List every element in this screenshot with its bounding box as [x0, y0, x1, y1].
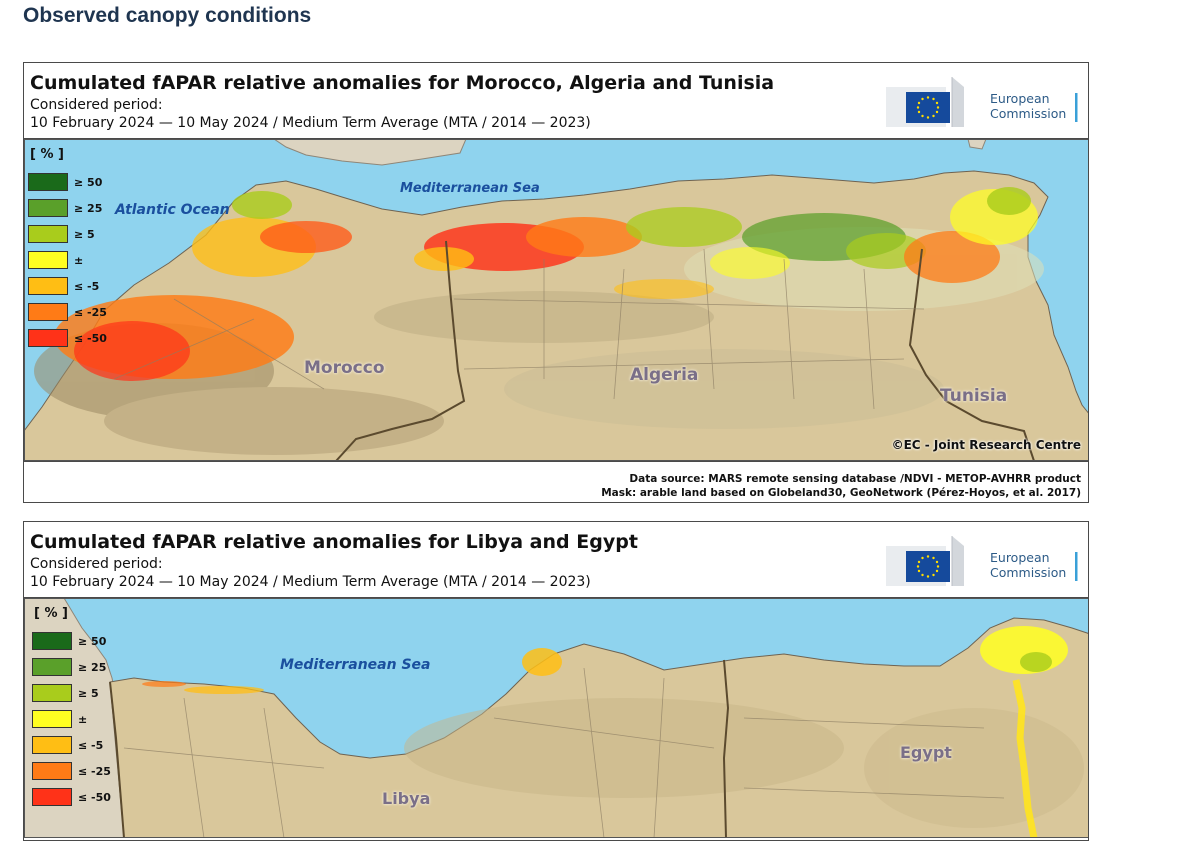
legend-label: ≤ -50: [78, 790, 111, 804]
legend-item: ≤ -50: [28, 325, 107, 351]
european-commission-logo: European Commission: [886, 536, 1078, 586]
logo-line-1: European: [990, 91, 1050, 106]
province-borders: [123, 667, 1005, 838]
tunisia-label: Tunisia: [940, 386, 1008, 406]
map-libya-egypt[interactable]: [ % ] ≥ 50 ≥ 25 ≥ 5 ± ≤ -5 ≤ -25 ≤ -50 M…: [24, 598, 1088, 838]
legend-swatch: [32, 684, 72, 702]
country-borders: [109, 659, 730, 838]
legend-item: ≥ 5: [28, 221, 107, 247]
legend-unit: [ % ]: [34, 606, 68, 621]
legend-label: ±: [78, 712, 88, 726]
legend-item: ≤ -25: [28, 299, 107, 325]
data-source-note: Data source: MARS remote sensing databas…: [629, 473, 1081, 485]
legend-item: ≥ 50: [32, 628, 111, 654]
legend-item: ≥ 5: [32, 680, 111, 706]
legend-swatch: [28, 173, 68, 191]
legend-swatch: [32, 658, 72, 676]
period-range: 10 February 2024 — 10 May 2024 / Medium …: [30, 115, 591, 131]
map-title: Cumulated fAPAR relative anomalies for L…: [30, 531, 638, 553]
legend-item: ±: [32, 706, 111, 732]
legend-unit: [ % ]: [30, 147, 64, 162]
libya-label: Libya: [382, 789, 431, 808]
algeria-label: Algeria: [630, 365, 699, 385]
mask-note: Mask: arable land based on Globeland30, …: [601, 487, 1081, 499]
card-header: Cumulated fAPAR relative anomalies for L…: [24, 522, 1088, 598]
legend-label: ≥ 5: [74, 227, 95, 241]
legend-label: ≤ -5: [78, 738, 104, 752]
atlantic-ocean-label: Atlantic Ocean: [115, 202, 230, 218]
legend-label: ±: [74, 253, 84, 267]
anomaly-pixels: [142, 626, 1068, 838]
legend-item: ≥ 25: [28, 195, 107, 221]
european-commission-logo: European Commission: [886, 77, 1078, 127]
legend-label: ≥ 50: [78, 634, 107, 648]
logo-line-1: European: [990, 550, 1050, 565]
legend-item: ≤ -25: [32, 758, 111, 784]
legend-swatch: [32, 632, 72, 650]
map-legend: [ % ] ≥ 50 ≥ 25 ≥ 5 ± ≤ -5 ≤ -25 ≤ -50: [32, 606, 111, 810]
egypt-label: Egypt: [900, 743, 952, 762]
legend-label: ≤ -50: [74, 331, 107, 345]
card-footer: Data source: MARS remote sensing databas…: [24, 461, 1088, 504]
legend-item: ≥ 25: [32, 654, 111, 680]
copyright-label: ©EC - Joint Research Centre: [891, 438, 1081, 452]
mediterranean-sea-label: Mediterranean Sea: [400, 181, 540, 196]
iberia-landmass: [273, 139, 467, 166]
legend-label: ≤ -5: [74, 279, 100, 293]
legend-swatch: [32, 736, 72, 754]
anomaly-pixels: [54, 187, 1038, 381]
legend-item: ≤ -50: [32, 784, 111, 810]
legend-item: ≥ 50: [28, 169, 107, 195]
map-title: Cumulated fAPAR relative anomalies for M…: [30, 72, 775, 94]
legend-swatch: [32, 710, 72, 728]
logo-line-2: Commission: [990, 565, 1066, 580]
legend-swatch: [32, 788, 72, 806]
legend-swatch: [28, 225, 68, 243]
mediterranean-sea-label: Mediterranean Sea: [280, 657, 431, 673]
province-borders: [113, 248, 925, 410]
legend-swatch: [28, 277, 68, 295]
legend-label: ≤ -25: [74, 305, 107, 319]
legend-label: ≥ 25: [78, 660, 107, 674]
legend-label: ≥ 5: [78, 686, 99, 700]
sardinia-landmass: [967, 139, 987, 150]
legend-label: ≤ -25: [78, 764, 111, 778]
period-label: Considered period:: [30, 556, 163, 572]
period-label: Considered period:: [30, 97, 163, 113]
map-card-maghreb: Cumulated fAPAR relative anomalies for M…: [23, 62, 1089, 503]
card-header: Cumulated fAPAR relative anomalies for M…: [24, 63, 1088, 139]
legend-swatch: [28, 251, 68, 269]
map-maghreb[interactable]: [ % ] ≥ 50 ≥ 25 ≥ 5 ± ≤ -5 ≤ -25 ≤ -50 A…: [24, 139, 1088, 461]
legend-label: ≥ 50: [74, 175, 103, 189]
relief-shading: [404, 698, 1084, 828]
map-legend: [ % ] ≥ 50 ≥ 25 ≥ 5 ± ≤ -5 ≤ -25 ≤ -50: [28, 147, 107, 351]
legend-item: ≤ -5: [28, 273, 107, 299]
legend-label: ≥ 25: [74, 201, 103, 215]
legend-swatch: [32, 762, 72, 780]
morocco-label: Morocco: [304, 358, 385, 378]
legend-swatch: [28, 329, 68, 347]
legend-item: ±: [28, 247, 107, 273]
map-frame: [24, 139, 1088, 461]
legend-swatch: [28, 199, 68, 217]
legend-swatch: [28, 303, 68, 321]
section-heading: Observed canopy conditions: [23, 4, 312, 27]
logo-line-2: Commission: [990, 106, 1066, 121]
period-range: 10 February 2024 — 10 May 2024 / Medium …: [30, 574, 591, 590]
legend-item: ≤ -5: [32, 732, 111, 758]
country-borders: [335, 240, 1035, 461]
map-card-libya-egypt: Cumulated fAPAR relative anomalies for L…: [23, 521, 1089, 841]
